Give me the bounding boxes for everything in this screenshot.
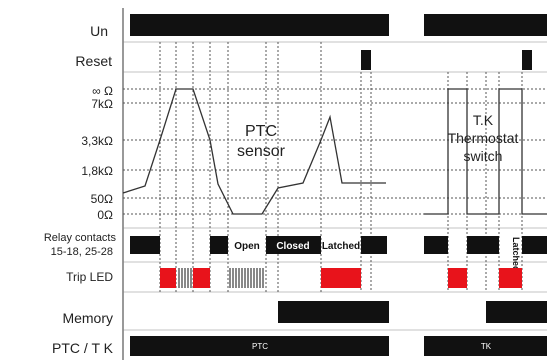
row-label-un: Un (90, 23, 108, 39)
mode-label-ptc: PTC (252, 342, 268, 351)
tk-label: Thermostat (448, 130, 519, 146)
ptc-sensor-label: sensor (237, 143, 286, 160)
ptc-resistance-curve (122, 88, 386, 215)
resistance-tick-3-3k: 3,3kΩ (81, 134, 113, 148)
relay-on-bar (522, 236, 547, 254)
tk-switch-curve (424, 88, 547, 215)
reset-pulse (361, 50, 371, 70)
tk-label: switch (464, 148, 503, 164)
trip-led-on (160, 268, 176, 288)
row-label-memory: Memory (62, 310, 113, 326)
relay-on-bar (130, 236, 160, 254)
reset-pulse (522, 50, 532, 70)
row-label-relay-terminals: 15-18, 25-28 (51, 246, 113, 258)
un-bar (130, 14, 389, 36)
relay-state-latched: Latched (322, 241, 360, 252)
row-label-relay-contacts: Relay contacts (44, 232, 117, 244)
row-label-reset: Reset (75, 53, 112, 69)
relay-on-bar (467, 236, 499, 254)
trip-led-on (193, 268, 210, 288)
resistance-tick-0: 0Ω (97, 208, 113, 222)
tk-label: T.K (473, 112, 494, 128)
relay-closed-bar (266, 236, 321, 254)
relay-on-bar (424, 236, 448, 254)
row-label-trip-led: Trip LED (66, 270, 113, 284)
relay-state-open: Open (234, 241, 260, 252)
relay-state-latched-vertical: Latched (511, 237, 521, 272)
memory-bar (486, 301, 547, 323)
resistance-tick-50: 50Ω (91, 192, 113, 206)
resistance-tick-7k: 7kΩ (91, 97, 113, 111)
relay-state-closed: Closed (276, 241, 309, 252)
row-label-ptc-tk: PTC / T K (52, 340, 114, 356)
resistance-tick-infinity: ∞ Ω (92, 84, 113, 98)
memory-bar (278, 301, 389, 323)
resistance-tick-1-8k: 1,8kΩ (81, 164, 113, 178)
mode-bar-ptc (130, 336, 389, 356)
mode-bar-tk (424, 336, 547, 356)
un-bar (424, 14, 547, 36)
relay-on-bar (361, 236, 387, 254)
trip-led-flashing (178, 268, 192, 288)
trip-led-on (448, 268, 467, 288)
ptc-sensor-label: PTC (245, 123, 277, 140)
trip-led-flashing (229, 268, 264, 288)
mode-label-tk: TK (481, 342, 492, 351)
trip-led-on (321, 268, 361, 288)
relay-on-bar (210, 236, 228, 254)
trip-led-on (499, 268, 522, 288)
